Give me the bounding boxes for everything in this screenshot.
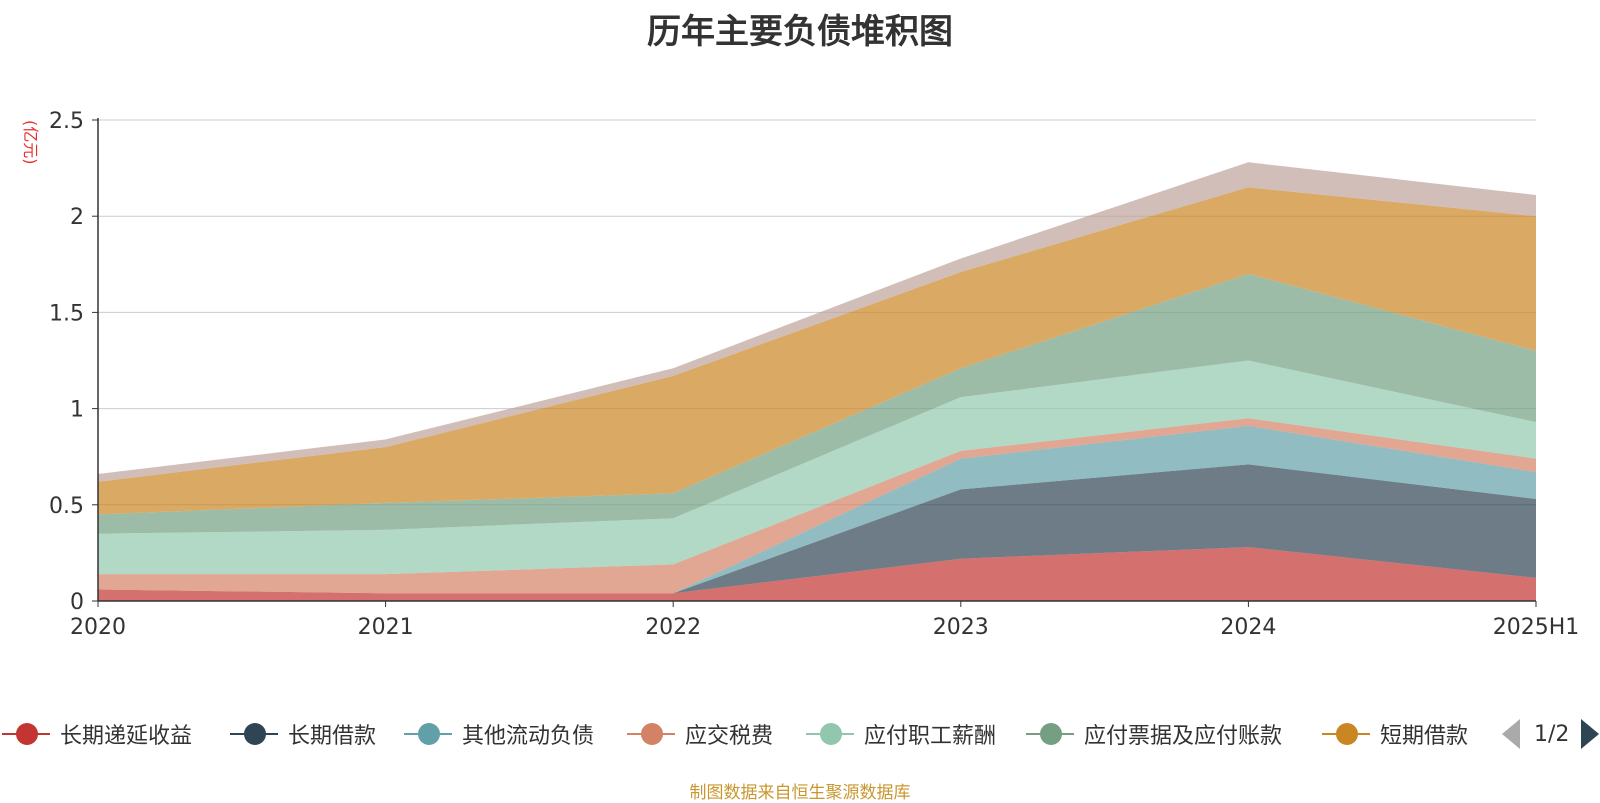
- x-tick-label: 2022: [645, 615, 701, 640]
- legend-marker-icon: [625, 712, 677, 756]
- legend-marker-icon: [228, 712, 280, 756]
- area-series-0: [98, 547, 1536, 601]
- legend-page-indicator: 1/2: [1534, 721, 1570, 747]
- legend-label: 短期借款: [1380, 724, 1469, 749]
- y-tick-label: 2: [70, 205, 84, 230]
- legend-label: 长期递延收益: [60, 724, 193, 749]
- chart-legend: 长期递延收益 长期借款 其他流动负债 应交税费 应付职工薪酬 应付票据及应付账款 短期借款: [0, 712, 1600, 756]
- legend-pager: 1/2: [1502, 712, 1600, 756]
- legend-item[interactable]: 应交税费: [625, 712, 773, 756]
- chart-title: 历年主要负债堆积图: [647, 12, 953, 52]
- area-series-layer: [98, 162, 1536, 601]
- area-series-7: [98, 162, 1536, 482]
- legend-item[interactable]: 应付职工薪酬: [804, 712, 996, 756]
- legend-marker-icon: [1320, 712, 1372, 756]
- x-tick-label: 2023: [933, 615, 989, 640]
- area-series-4: [98, 360, 1536, 575]
- legend-item[interactable]: 长期借款: [228, 712, 376, 756]
- y-tick-label: 1.5: [49, 301, 84, 326]
- legend-item[interactable]: 其他流动负债: [402, 712, 594, 756]
- y-tick-label: 0.5: [49, 494, 84, 519]
- legend-label: 应付职工薪酬: [864, 724, 997, 749]
- legend-label: 长期借款: [288, 724, 377, 749]
- legend-label: 其他流动负债: [462, 724, 595, 749]
- source-note: 制图数据来自恒生聚源数据库: [689, 783, 911, 803]
- x-tick-label: 2025H1: [1493, 615, 1580, 640]
- stacked-area-chart: 0 0.5 1 1.5 2 2.5 2020 2021 2022 2023 2024 2025H1: [49, 109, 1579, 640]
- area-series-1: [98, 464, 1536, 594]
- axes: [92, 118, 1537, 607]
- legend-label: 应交税费: [685, 724, 774, 749]
- legend-marker-icon: [804, 712, 856, 756]
- x-tick-label: 2024: [1220, 615, 1276, 640]
- tick-labels: 0 0.5 1 1.5 2 2.5 2020 2021 2022 2023 2024 2025H1: [49, 109, 1579, 640]
- legend-item[interactable]: 长期递延收益: [0, 712, 192, 756]
- legend-item[interactable]: 短期借款: [1320, 712, 1468, 756]
- legend-prev-page-arrow-icon[interactable]: [1502, 719, 1520, 749]
- y-tick-label: 0: [70, 590, 84, 615]
- legend-label: 应付票据及应付账款: [1084, 724, 1283, 749]
- legend-marker-icon: [1024, 712, 1076, 756]
- legend-marker-icon: [0, 712, 52, 756]
- legend-next-page-arrow-icon[interactable]: [1581, 719, 1600, 749]
- legend-marker-icon: [402, 712, 454, 756]
- y-tick-label: 2.5: [49, 109, 84, 134]
- legend-item[interactable]: 应付票据及应付账款: [1024, 712, 1282, 756]
- x-tick-label: 2021: [358, 615, 414, 640]
- area-series-6: [98, 187, 1536, 515]
- y-tick-label: 1: [70, 398, 84, 423]
- area-series-5: [98, 273, 1536, 534]
- x-tick-label: 2020: [70, 615, 126, 640]
- area-series-3: [98, 418, 1536, 594]
- area-series-2: [98, 425, 1536, 594]
